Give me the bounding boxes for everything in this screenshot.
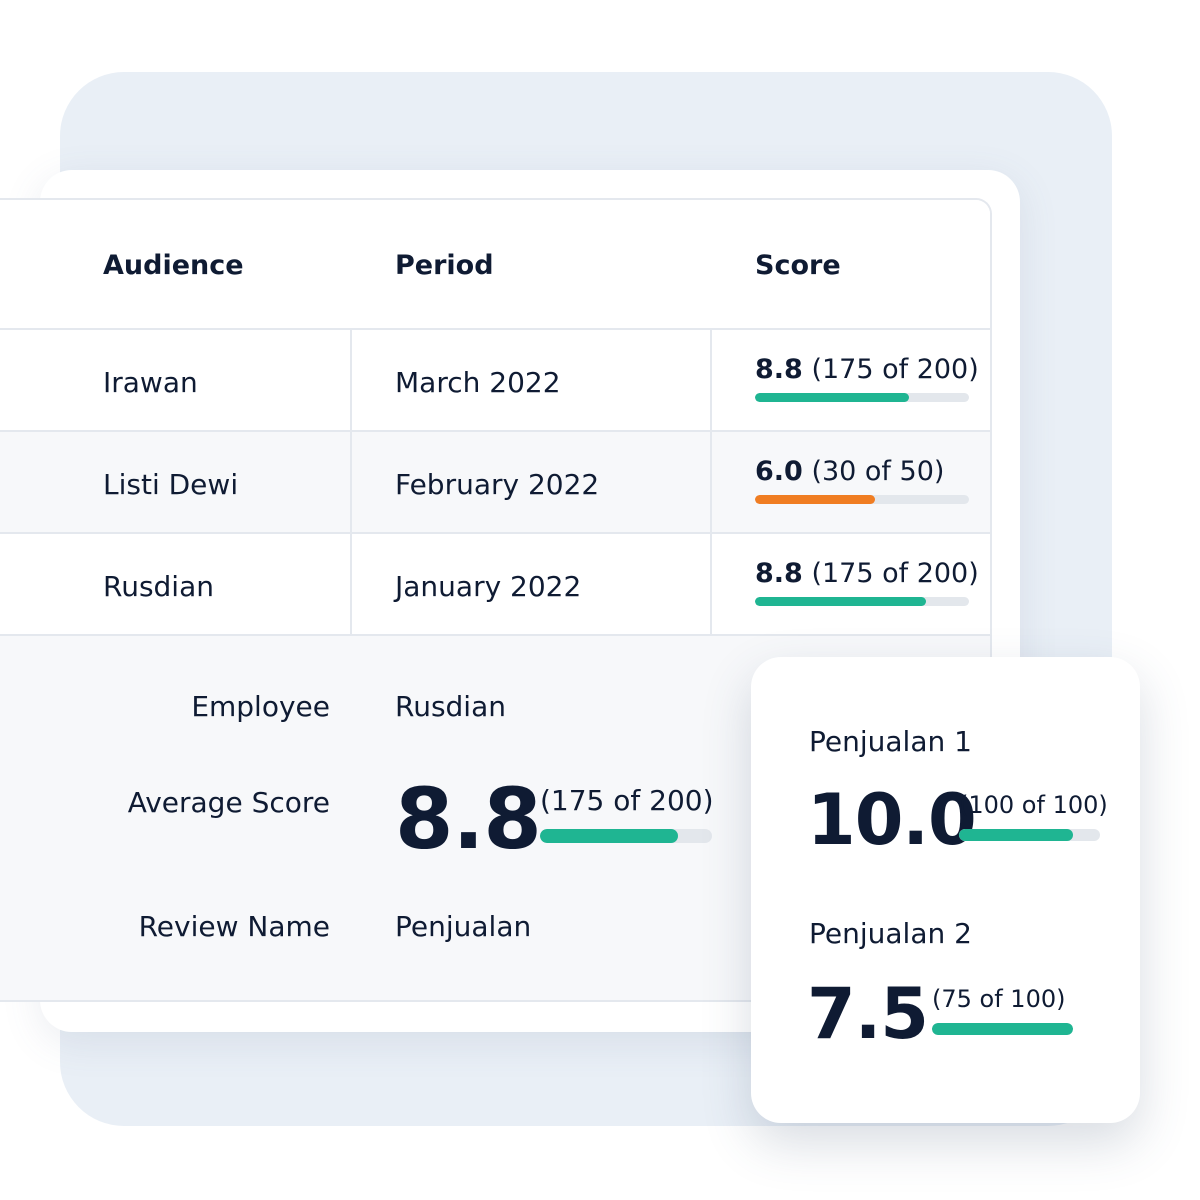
- score-progress-fill: [755, 495, 875, 504]
- audience-cell: Rusdian: [103, 570, 214, 603]
- column-header-period[interactable]: Period: [395, 250, 494, 281]
- employee-value: Rusdian: [395, 690, 506, 723]
- table-header-row: Audience Period Score: [0, 200, 990, 330]
- breakdown-score-meter: (75 of 100): [932, 985, 1073, 1035]
- score-value: 8.8: [755, 354, 803, 385]
- score-progress-bar: [755, 597, 969, 606]
- review-name-value: Penjualan: [395, 910, 532, 943]
- review-table-card: Audience Period Score Irawan March 2022 …: [0, 198, 992, 1002]
- period-cell: February 2022: [395, 468, 600, 501]
- score-progress-fill: [755, 597, 927, 606]
- column-divider: [710, 330, 712, 636]
- score-progress-bar: [755, 495, 969, 504]
- score-text: 8.8 (175 of 200): [755, 354, 979, 385]
- table-row[interactable]: Listi Dewi February 2022 6.0 (30 of 50): [0, 432, 990, 534]
- score-value: 6.0: [755, 456, 803, 487]
- score-value: 8.8: [755, 558, 803, 589]
- score-detail: (175 of 200): [811, 354, 979, 385]
- breakdown-score-detail: (75 of 100): [932, 985, 1066, 1013]
- column-header-score[interactable]: Score: [755, 250, 841, 281]
- breakdown-title: Penjualan 2: [809, 917, 972, 950]
- period-cell: March 2022: [395, 366, 561, 399]
- score-progress-bar: [755, 393, 969, 402]
- review-name-label: Review Name: [138, 910, 330, 943]
- period-cell: January 2022: [395, 570, 582, 603]
- breakdown-score-value: 7.5: [807, 973, 929, 1055]
- score-cell: 6.0 (30 of 50): [755, 456, 969, 504]
- table-row[interactable]: Rusdian January 2022 8.8 (175 of 200): [0, 534, 990, 636]
- audience-cell: Irawan: [103, 366, 198, 399]
- breakdown-score-meter: (100 of 100): [959, 791, 1108, 841]
- average-score-label: Average Score: [127, 786, 330, 819]
- average-score-detail: (175 of 200): [540, 784, 714, 817]
- review-breakdown-card: Penjualan 1 10.0 (100 of 100) Penjualan …: [751, 657, 1140, 1123]
- score-detail: (30 of 50): [811, 456, 945, 487]
- score-detail: (175 of 200): [811, 558, 979, 589]
- score-cell: 8.8 (175 of 200): [755, 558, 979, 606]
- score-text: 6.0 (30 of 50): [755, 456, 969, 487]
- breakdown-progress-bar: [932, 1023, 1073, 1035]
- breakdown-score-value: 10.0: [807, 779, 977, 861]
- column-divider: [350, 330, 352, 636]
- breakdown-progress-fill: [959, 829, 1074, 841]
- table-row[interactable]: Irawan March 2022 8.8 (175 of 200): [0, 330, 990, 432]
- average-progress-bar: [540, 829, 712, 843]
- breakdown-progress-fill: [932, 1023, 1073, 1035]
- column-header-audience[interactable]: Audience: [103, 250, 244, 281]
- score-progress-fill: [755, 393, 910, 402]
- average-score-meter: (175 of 200): [540, 784, 714, 843]
- score-text: 8.8 (175 of 200): [755, 558, 979, 589]
- audience-cell: Listi Dewi: [103, 468, 239, 501]
- breakdown-title: Penjualan 1: [809, 725, 972, 758]
- average-progress-fill: [540, 829, 678, 843]
- employee-label: Employee: [191, 690, 330, 723]
- breakdown-score-detail: (100 of 100): [959, 791, 1108, 819]
- breakdown-progress-bar: [959, 829, 1100, 841]
- average-score-value: 8.8: [395, 770, 542, 868]
- score-cell: 8.8 (175 of 200): [755, 354, 979, 402]
